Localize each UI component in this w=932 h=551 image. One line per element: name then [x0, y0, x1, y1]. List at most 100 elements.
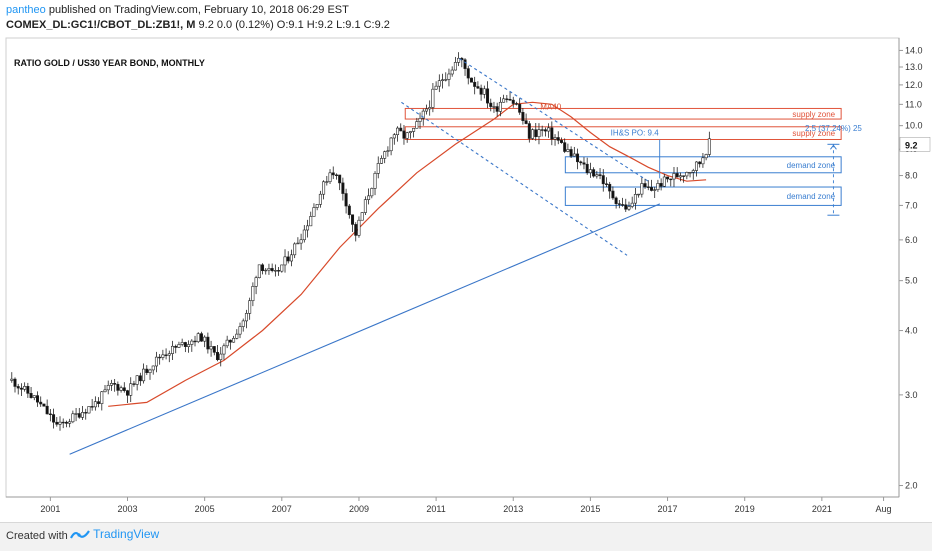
candle-body [466, 68, 470, 79]
candle-body [598, 174, 602, 176]
trendline-support [69, 203, 661, 455]
candle-body [453, 62, 457, 71]
candle-body [447, 73, 451, 80]
candle-body [325, 181, 329, 183]
candle-body [68, 421, 72, 424]
candle-body [10, 378, 14, 381]
candle-body [26, 386, 30, 394]
candle-body [42, 403, 46, 407]
candle-body [486, 88, 490, 104]
tradingview-link[interactable]: TradingView [70, 527, 159, 542]
candle-body [302, 229, 306, 241]
candle-body [280, 264, 284, 272]
x-tick-label: 2009 [349, 504, 369, 514]
candle-body [39, 401, 43, 405]
candle-body [315, 204, 319, 208]
candle-body [148, 369, 152, 373]
candle-body [277, 270, 281, 272]
candle-body [630, 202, 634, 207]
candle-body [219, 353, 223, 361]
candle-body [264, 269, 268, 272]
candle-body [585, 163, 589, 174]
candle-body [694, 161, 698, 171]
candle-body [23, 386, 27, 390]
candle-body [611, 190, 615, 199]
candle-body [267, 268, 271, 271]
candle-body [341, 182, 345, 194]
candle-body [248, 300, 252, 314]
candle-body [164, 354, 168, 356]
symbol-name[interactable]: COMEX_DL:GC1!/CBOT_DL:ZB1!, M [6, 19, 196, 31]
candle-body [122, 387, 126, 391]
publish-info: published on TradingView.com, February 1… [48, 4, 349, 16]
candle-body [531, 129, 535, 139]
candle-body [270, 268, 274, 271]
candle-body [293, 243, 297, 256]
candle-body [61, 421, 65, 424]
candle-body [691, 170, 695, 173]
x-tick-label: 2015 [580, 504, 600, 514]
candle-body [328, 172, 332, 183]
candle-body [534, 129, 538, 137]
candle-body [685, 172, 689, 177]
candle-body [222, 345, 226, 355]
candle-body [64, 421, 68, 424]
candle-body [553, 137, 557, 140]
candle-body [235, 333, 239, 339]
candle-body [103, 389, 107, 393]
y-tick-label: 4.0 [905, 326, 918, 336]
candle-body [588, 169, 592, 174]
candle-body [55, 421, 59, 425]
candle-body [309, 216, 313, 227]
footer-bar: Created with TradingView [0, 522, 932, 551]
candle-body [383, 151, 387, 159]
candle-body [126, 390, 130, 396]
candle-body [640, 183, 644, 195]
candle-body [476, 86, 480, 89]
y-tick-label: 6.0 [905, 235, 918, 245]
candle-body [550, 127, 554, 140]
candle-body [289, 254, 293, 262]
publish-line: pantheo published on TradingView.com, Fe… [6, 3, 390, 18]
candle-body [286, 256, 290, 262]
candle-body [389, 137, 393, 152]
candle-body [489, 102, 493, 107]
x-tick-label: 2005 [195, 504, 215, 514]
candle-body [547, 127, 551, 132]
plot-area[interactable] [5, 37, 900, 498]
candle-body [338, 174, 342, 184]
candle-body [627, 206, 631, 210]
candle-body [81, 412, 85, 418]
candle-body [251, 286, 255, 302]
x-tick-label: 2021 [812, 504, 832, 514]
x-tick-label: Aug [876, 504, 892, 514]
x-tick-label: 2007 [272, 504, 292, 514]
candle-body [563, 142, 567, 152]
candle-body [576, 153, 580, 163]
supply-zone-label: supply zone [792, 110, 835, 119]
candle-body [511, 99, 515, 104]
candle-body [579, 161, 583, 164]
candle-body [206, 336, 210, 350]
candle-body [473, 81, 477, 87]
candle-body [646, 186, 650, 188]
candle-body [479, 87, 483, 95]
demand-zone-label: demand zone [787, 192, 836, 201]
candle-body [312, 207, 316, 217]
candle-body [601, 175, 605, 185]
candle-body [58, 421, 62, 425]
candle-body [502, 98, 506, 103]
author-link[interactable]: pantheo [6, 4, 46, 16]
x-tick-label: 2017 [658, 504, 678, 514]
candle-body [431, 88, 435, 108]
supply-zone-box [404, 107, 842, 120]
y-tick-label: 7.0 [905, 200, 918, 210]
candle-body [273, 270, 277, 272]
candle-body [482, 88, 486, 95]
candle-body [698, 161, 702, 165]
x-tick-label: 2001 [40, 504, 60, 514]
candle-body [701, 157, 705, 165]
candle-body [158, 356, 162, 359]
x-tick-label: 2003 [117, 504, 137, 514]
